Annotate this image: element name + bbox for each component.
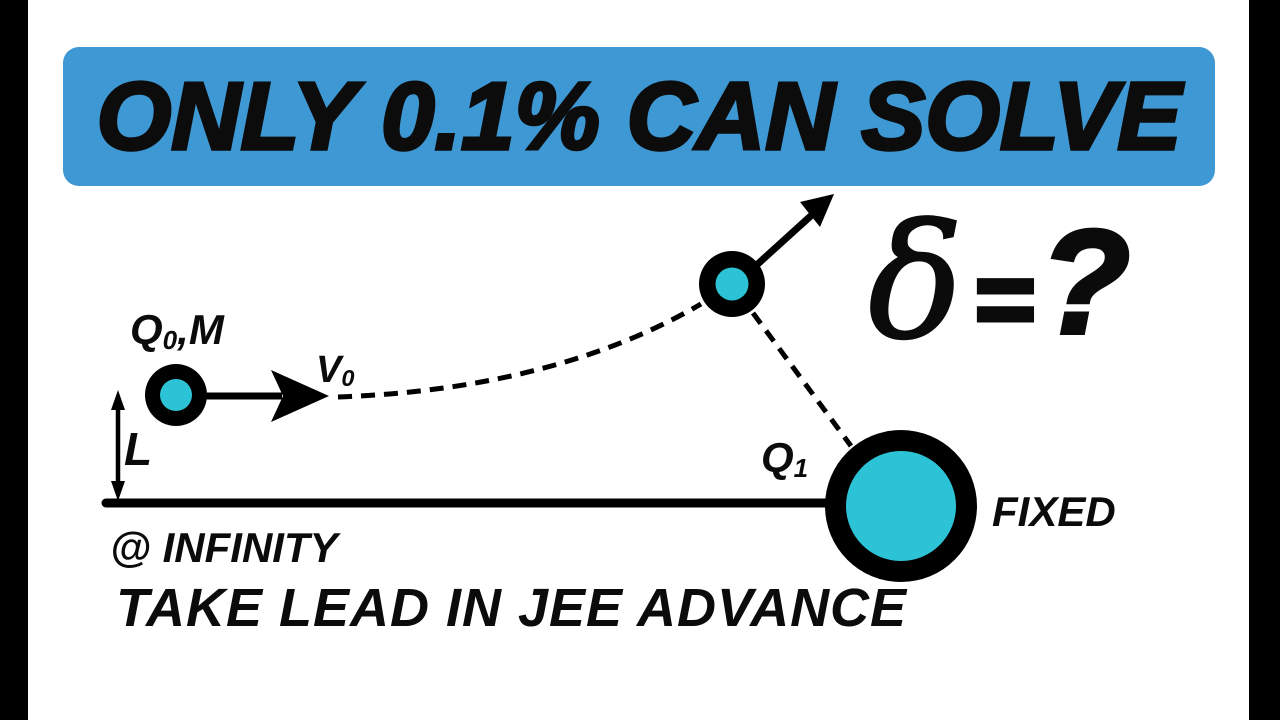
- title-banner: ONLY 0.1% CAN SOLVE: [63, 47, 1215, 186]
- separation-dashed-line: [750, 311, 854, 448]
- velocity-arrow: [206, 370, 329, 422]
- banner-title-text: ONLY 0.1% CAN SOLVE: [95, 61, 1183, 172]
- charge-q1-circle: [825, 430, 977, 582]
- letterbox-right-bar: [1249, 0, 1280, 720]
- velocity-label: V0: [316, 349, 355, 392]
- charge-q1-label: Q1: [761, 434, 809, 483]
- delta-symbol: δ: [867, 190, 964, 375]
- height-label: L: [124, 423, 153, 475]
- height-dimension-arrow: [111, 390, 125, 501]
- charge-moving-circle: [699, 251, 765, 317]
- question-mark: ?: [1038, 199, 1132, 365]
- equals-sign: =: [971, 241, 1037, 358]
- fixed-label: FIXED: [992, 488, 1116, 535]
- delta-question-expression: δ = ?: [867, 199, 1132, 365]
- charge-q0-circle: [145, 364, 207, 426]
- charge-q0-label: Q0,M: [130, 306, 224, 355]
- letterbox-left-bar: [0, 0, 28, 720]
- deflection-arrow: [747, 194, 834, 274]
- trajectory-dashed-curve: [337, 301, 703, 400]
- infinity-label: @ INFINITY: [110, 524, 338, 571]
- tagline-text: TAKE LEAD IN JEE ADVANCE: [116, 578, 908, 638]
